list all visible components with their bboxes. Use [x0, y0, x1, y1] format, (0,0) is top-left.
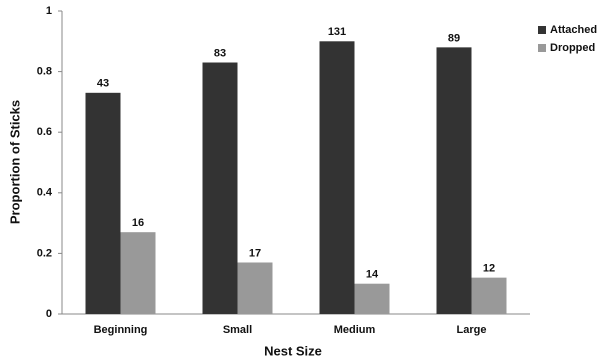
legend-label: Attached	[550, 24, 597, 36]
bar	[436, 47, 472, 315]
y-tick-label: 1	[46, 5, 52, 17]
x-tick-label: Medium	[334, 324, 376, 336]
legend-swatch	[538, 26, 546, 34]
data-label: 16	[132, 217, 144, 229]
data-label: 89	[448, 32, 460, 44]
data-label: 83	[214, 47, 226, 59]
y-tick-label: 0.2	[37, 247, 52, 259]
bar	[120, 232, 156, 314]
legend-swatch	[538, 44, 546, 52]
bar	[237, 262, 273, 314]
bar	[354, 283, 390, 314]
data-label: 17	[249, 247, 261, 259]
data-label: 131	[328, 26, 346, 38]
data-label: 12	[483, 263, 495, 275]
data-label: 43	[97, 78, 109, 90]
bar	[85, 92, 121, 314]
bar	[202, 62, 238, 315]
data-label: 14	[366, 269, 379, 281]
bar	[319, 41, 355, 315]
x-tick-label: Small	[223, 324, 252, 336]
bar	[471, 277, 507, 314]
y-tick-label: 0.8	[37, 66, 52, 78]
y-tick-label: 0.6	[37, 126, 52, 138]
x-tick-label: Beginning	[94, 324, 148, 336]
x-tick-label: Large	[457, 324, 487, 336]
legend-label: Dropped	[550, 42, 595, 54]
x-axis-title: Nest Size	[264, 343, 322, 358]
y-axis-title: Proportion of Sticks	[7, 100, 22, 224]
y-tick-label: 0.4	[37, 187, 53, 199]
y-tick-label: 0	[46, 308, 52, 320]
